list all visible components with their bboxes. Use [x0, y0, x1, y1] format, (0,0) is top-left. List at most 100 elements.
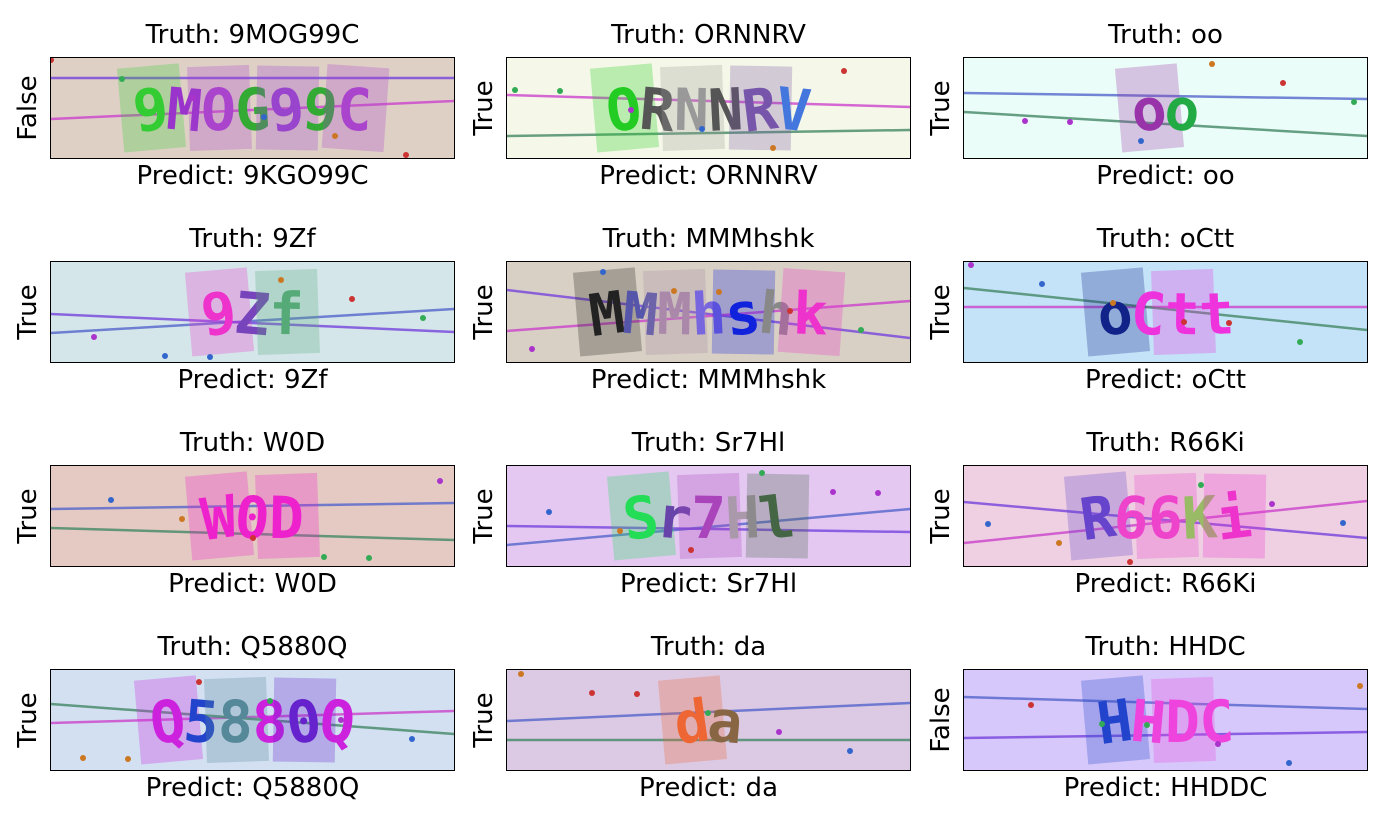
- captcha-char: V: [772, 74, 814, 145]
- noise-square: [1063, 471, 1134, 561]
- noise-dot: [1181, 319, 1187, 325]
- captcha-char: H: [1128, 687, 1169, 758]
- noise-dot: [858, 327, 864, 333]
- noise-square: [1114, 63, 1185, 153]
- captcha-graphic: da: [507, 671, 910, 765]
- noise-dot: [207, 354, 213, 360]
- captcha-char: H: [723, 483, 761, 553]
- noise-square: [660, 64, 725, 152]
- noise-dot: [1056, 540, 1062, 546]
- captcha-char: k: [792, 279, 829, 348]
- captcha-char: l: [755, 482, 798, 554]
- truth-label: Truth: ORNNRV: [611, 20, 806, 50]
- noise-line: [964, 730, 1367, 740]
- noise-dot: [787, 308, 793, 314]
- predict-label: Predict: da: [638, 773, 778, 803]
- captcha-graphic: Q5880Q: [51, 675, 454, 765]
- noise-dot: [91, 334, 97, 340]
- noise-dot: [634, 691, 640, 697]
- noise-dot: [1067, 119, 1073, 125]
- captcha-char: i: [1212, 482, 1255, 554]
- noise-dot: [628, 107, 634, 113]
- captcha-char: f: [268, 280, 304, 349]
- noise-square: [204, 676, 269, 764]
- noise-square: [184, 267, 255, 357]
- captcha-graphic: oCtt: [964, 262, 1367, 357]
- captcha-char: 5: [181, 687, 222, 758]
- noise-square: [133, 675, 204, 765]
- noise-square: [272, 677, 337, 763]
- captcha-graphic: ORNNRV: [507, 63, 910, 153]
- noise-dot: [1144, 722, 1150, 728]
- noise-square: [255, 472, 320, 560]
- predict-label: Predict: R66Ki: [1074, 569, 1257, 599]
- captcha-char: C: [1128, 279, 1169, 350]
- noise-dot: [1039, 281, 1045, 287]
- captcha-char: C: [336, 75, 373, 144]
- result-label: False: [13, 75, 43, 141]
- noise-dot: [699, 126, 705, 132]
- noise-square: [657, 675, 728, 765]
- noise-line: [507, 93, 910, 109]
- noise-dot: [278, 277, 284, 283]
- noise-line: [507, 128, 910, 138]
- noise-dot: [671, 288, 677, 294]
- captcha-char: 0: [232, 483, 273, 554]
- captcha-panel: Truth: W0D True W 0 D Predict: W0D: [13, 428, 455, 599]
- noise-dot: [875, 490, 881, 496]
- noise-dot: [1110, 300, 1116, 306]
- truth-label: Truth: oCtt: [1096, 224, 1235, 254]
- captcha-panel: Truth: Q5880Q True Q 5 8 8 0 Q Predict: Q5880Q: [13, 632, 455, 803]
- noise-dot: [332, 133, 338, 139]
- noise-dot: [420, 315, 426, 321]
- noise-square: [184, 471, 255, 561]
- noise-dot: [1280, 80, 1286, 86]
- captcha-char: 6: [1111, 483, 1152, 554]
- noise-dot: [119, 76, 125, 82]
- noise-dot: [688, 547, 694, 553]
- predict-label: Predict: Sr7Hl: [619, 569, 798, 599]
- captcha-graphic: oo: [964, 61, 1367, 153]
- noise-dot: [546, 509, 552, 515]
- predict-label: Predict: 9Zf: [177, 365, 328, 395]
- noise-square: [777, 268, 846, 357]
- captcha-panel: Truth: oo True o o Predict: oo: [926, 20, 1368, 191]
- noise-line: [51, 307, 454, 335]
- noise-square: [711, 269, 776, 355]
- noise-dot: [338, 717, 344, 723]
- captcha-char: t: [1164, 280, 1200, 349]
- noise-line: [51, 709, 454, 725]
- predict-label: Predict: MMMhshk: [590, 365, 827, 395]
- truth-label: Truth: oo: [1108, 20, 1223, 50]
- noise-line: [51, 312, 454, 334]
- noise-dot: [366, 555, 372, 561]
- noise-square: [1134, 472, 1199, 560]
- captcha-char: D: [1164, 688, 1200, 757]
- noise-dot: [261, 114, 267, 120]
- result-label: False: [926, 687, 956, 753]
- captcha-char: 6: [1147, 484, 1183, 553]
- captcha-char: o: [1162, 75, 1203, 146]
- captcha-graphic: R66Ki: [964, 471, 1367, 565]
- truth-label: Truth: 9Zf: [189, 224, 316, 254]
- captcha-graphic: 9Zf: [51, 267, 454, 360]
- noise-square: [255, 268, 320, 356]
- captcha-graphic: W0D: [51, 471, 454, 561]
- noise-line: [507, 507, 910, 547]
- predict-label: Predict: Q5880Q: [145, 773, 360, 803]
- noise-square: [116, 63, 187, 153]
- noise-square: [677, 472, 742, 560]
- captcha-char: O: [200, 76, 236, 145]
- captcha-char: r: [654, 483, 695, 554]
- truth-label: Truth: Q5880Q: [157, 632, 348, 662]
- noise-dot: [1198, 482, 1204, 488]
- captcha-char: D: [268, 484, 304, 553]
- noise-dot: [776, 729, 782, 735]
- captcha-graphic: 9MOG99C: [51, 58, 454, 158]
- result-label: True: [926, 488, 956, 544]
- noise-dot: [1127, 559, 1133, 565]
